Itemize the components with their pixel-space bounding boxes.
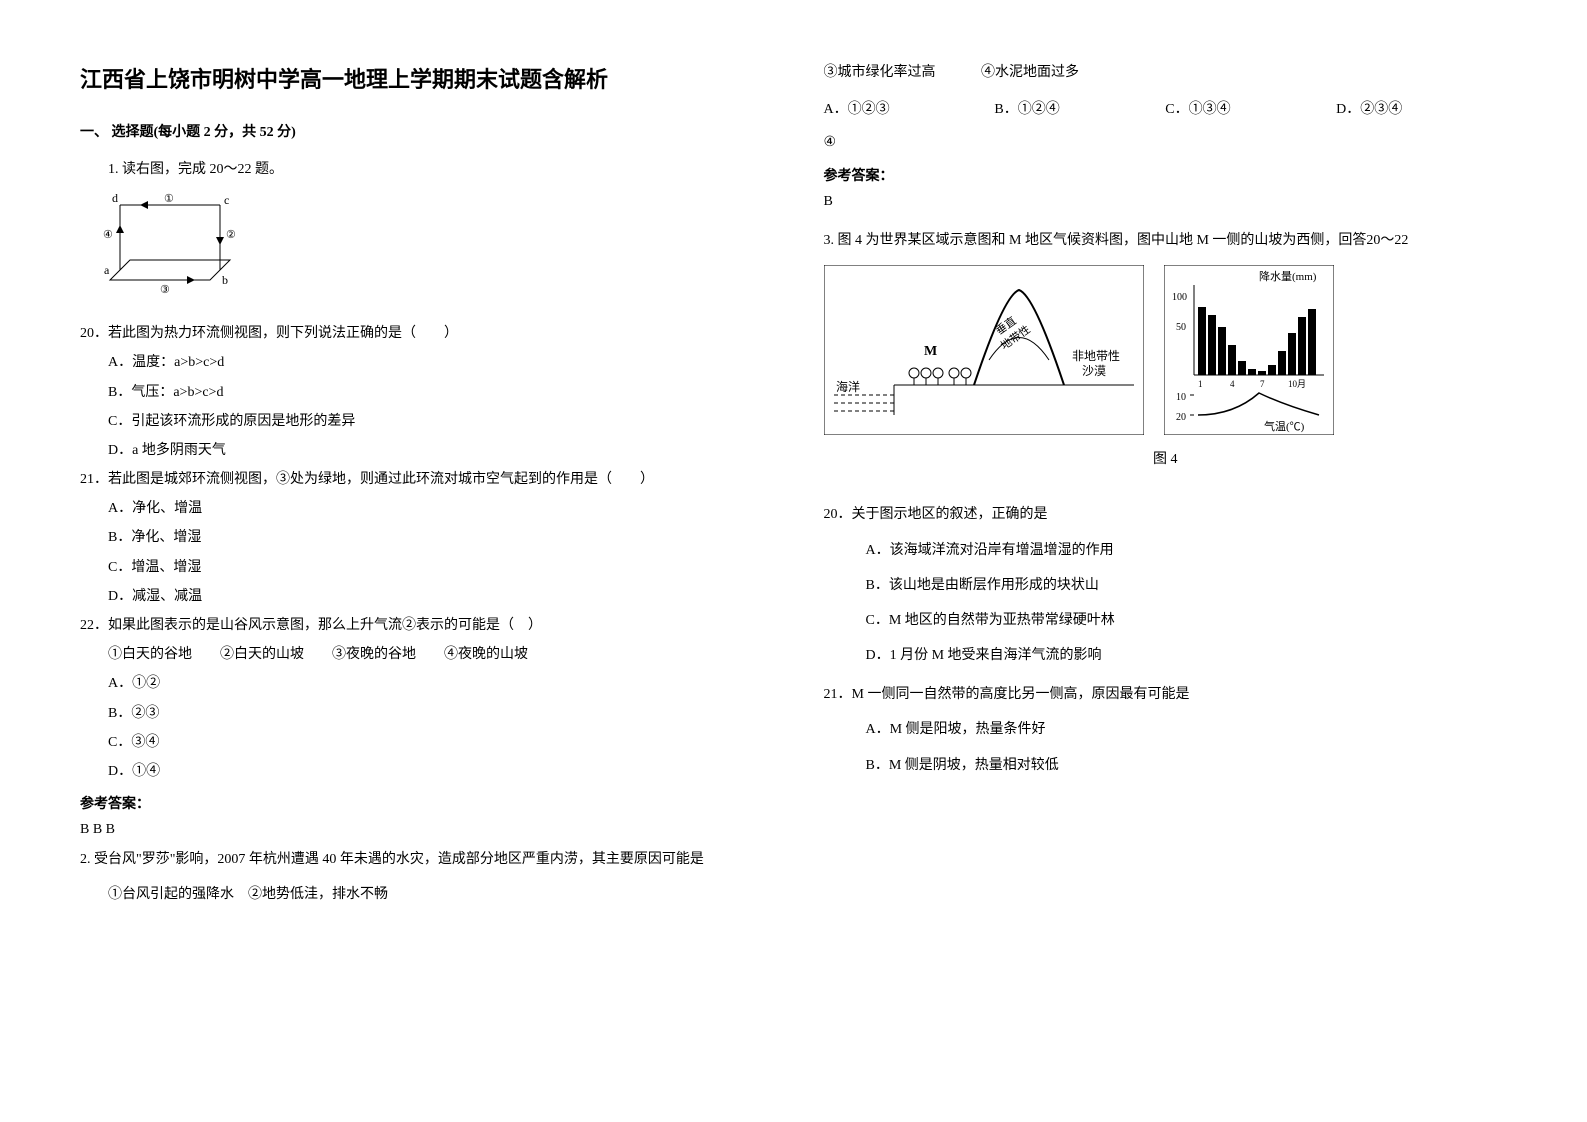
q2-line2-a: ③城市绿化率过高	[824, 65, 936, 80]
q3-figures: 海洋 M 垂直 地带性 非地带性 沙漠	[824, 265, 1508, 435]
svg-text:沙漠: 沙漠	[1082, 364, 1106, 378]
q1-21-B: B．净化、增湿	[80, 525, 764, 550]
q3-map-diagram: 海洋 M 垂直 地带性 非地带性 沙漠	[824, 265, 1144, 435]
svg-text:20: 20	[1176, 412, 1186, 423]
q2-line2-b: ④水泥地面过多	[981, 65, 1079, 80]
q1-20-D: D．a 地多阴雨天气	[80, 438, 764, 463]
q1-21-D: D．减湿、减温	[80, 584, 764, 609]
page-container: 江西省上饶市明树中学高一地理上学期期末试题含解析 一、 选择题(每小题 2 分，…	[80, 60, 1507, 911]
q2-line2: ③城市绿化率过高 ④水泥地面过多	[824, 60, 1508, 85]
q1-20-B: B．气压：a>b>c>d	[80, 380, 764, 405]
q3-20-B: B．该山地是由断层作用形成的块状山	[824, 573, 1508, 598]
q3-climate-chart: 降水量(mm) 100 50 1	[1164, 265, 1334, 435]
svg-text:50: 50	[1176, 322, 1186, 333]
svg-text:海洋: 海洋	[836, 379, 860, 394]
q3-20-D: D．1 月份 M 地受来自海洋气流的影响	[824, 643, 1508, 668]
q1-22-stem: 22．如果此图表示的是山谷风示意图，那么上升气流②表示的可能是（ ）	[80, 613, 764, 638]
arrow-2: ②	[226, 229, 236, 241]
arrow-3: ③	[160, 284, 170, 296]
q2-circled4: ④	[824, 130, 1508, 155]
q3-20-C: C．M 地区的自然带为亚热带常绿硬叶林	[824, 608, 1508, 633]
arrow-4: ④	[103, 229, 113, 241]
arrow-1: ①	[164, 193, 174, 205]
q3-21-stem: 21．M 一侧同一自然带的高度比另一侧高，原因最有可能是	[824, 682, 1508, 707]
q1-21-A: A．净化、增温	[80, 496, 764, 521]
q3-21-A: A．M 侧是阳坡，热量条件好	[824, 717, 1508, 742]
q1-20-A: A．温度：a>b>c>d	[80, 350, 764, 375]
q1-21-C: C．增温、增湿	[80, 555, 764, 580]
node-d: d	[112, 191, 118, 205]
q2-A: A．①②③	[824, 97, 995, 122]
q2-line1: ①台风引起的强降水 ②地势低洼，排水不畅	[80, 882, 764, 907]
q1-diagram: d c a b ① ② ③ ④	[100, 190, 764, 309]
q1-20-stem: 20．若此图为热力环流侧视图，则下列说法正确的是（ ）	[80, 321, 764, 346]
svg-text:非地带性: 非地带性	[1072, 349, 1120, 363]
q1-21-stem: 21．若此图是城郊环流侧视图，③处为绿地，则通过此环流对城市空气起到的作用是（ …	[80, 467, 764, 492]
q1-22-A: A．①②	[80, 671, 764, 696]
q3-20-stem: 20．关于图示地区的叙述，正确的是	[824, 502, 1508, 527]
node-c: c	[224, 193, 229, 207]
node-b: b	[222, 273, 228, 287]
q2-stem: 2. 受台风"罗莎"影响，2007 年杭州遭遇 40 年未遇的水灾，造成部分地区…	[80, 847, 764, 872]
q3-stem: 3. 图 4 为世界某区域示意图和 M 地区气候资料图，图中山地 M 一侧的山坡…	[824, 228, 1508, 253]
q2-answer: B	[824, 189, 1508, 214]
node-a: a	[104, 263, 110, 277]
svg-text:M: M	[924, 344, 937, 359]
q1-22-D: D．①④	[80, 759, 764, 784]
svg-text:气温(℃): 气温(℃)	[1264, 419, 1305, 433]
section-1-head: 一、 选择题(每小题 2 分，共 52 分)	[80, 120, 764, 145]
q3-21-B: B．M 侧是阴坡，热量相对较低	[824, 753, 1508, 778]
q1-20-C: C．引起该环流形成的原因是地形的差异	[80, 409, 764, 434]
q1-22-B: B．②③	[80, 701, 764, 726]
svg-text:1: 1	[1198, 379, 1203, 389]
q3-20-A: A．该海域洋流对沿岸有增温增湿的作用	[824, 538, 1508, 563]
q1-22-circles: ①白天的谷地 ②白天的山坡 ③夜晚的谷地 ④夜晚的山坡	[80, 642, 764, 667]
q2-D: D．②③④	[1336, 97, 1507, 122]
q3-fig-caption: 图 4	[824, 447, 1508, 472]
svg-text:7: 7	[1260, 379, 1265, 389]
q1-answer: B B B	[80, 817, 764, 842]
q1-answer-label: 参考答案：	[80, 792, 764, 817]
svg-text:100: 100	[1172, 292, 1187, 303]
exam-title: 江西省上饶市明树中学高一地理上学期期末试题含解析	[80, 60, 764, 100]
right-column: ③城市绿化率过高 ④水泥地面过多 A．①②③ B．①②④ C．①③④ D．②③④…	[824, 60, 1508, 911]
q2-B: B．①②④	[994, 97, 1165, 122]
svg-text:降水量(mm): 降水量(mm)	[1259, 269, 1317, 283]
q1-stem: 1. 读右图，完成 20～22 题。	[80, 157, 764, 182]
svg-text:10: 10	[1176, 392, 1186, 403]
svg-text:10月: 10月	[1288, 379, 1306, 389]
q2-answer-label: 参考答案：	[824, 164, 1508, 189]
q1-22-C: C．③④	[80, 730, 764, 755]
svg-text:4: 4	[1230, 379, 1235, 389]
q2-options: A．①②③ B．①②④ C．①③④ D．②③④	[824, 97, 1508, 122]
q2-C: C．①③④	[1165, 97, 1336, 122]
left-column: 江西省上饶市明树中学高一地理上学期期末试题含解析 一、 选择题(每小题 2 分，…	[80, 60, 764, 911]
